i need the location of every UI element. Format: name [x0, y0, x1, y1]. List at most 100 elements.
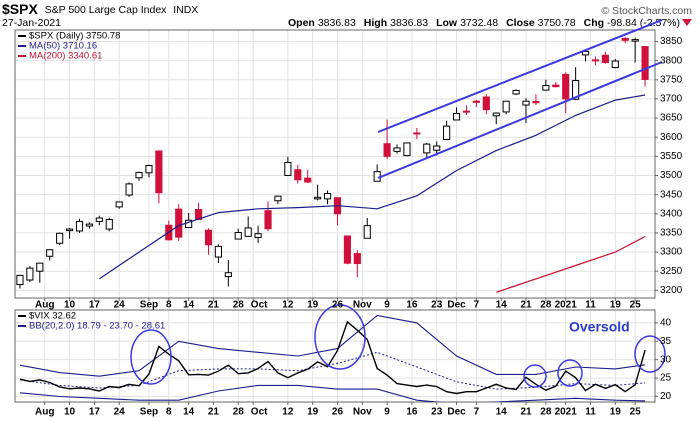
candle-body — [65, 228, 74, 232]
x-tick-label: 14 — [496, 407, 508, 418]
price-plot — [16, 37, 649, 293]
x-tick-label: 28 — [540, 300, 552, 311]
x-tick-label: 26 — [332, 300, 344, 311]
candle-body — [254, 233, 262, 239]
quote-value: 3732.48 — [460, 17, 498, 29]
x-tick-label: 19 — [307, 407, 319, 418]
x-tick-label: 14 — [183, 300, 195, 311]
candle-body — [631, 39, 639, 42]
header-line: $SPX S&P 500 Large Cap Index INDX — [2, 1, 198, 17]
x-tick-label: 17 — [89, 300, 101, 311]
highlight-circle — [130, 329, 172, 385]
candle-body — [522, 100, 530, 106]
candle-body — [562, 73, 570, 100]
y-tick-label: 25 — [660, 373, 672, 384]
candle-body — [155, 150, 163, 194]
x-tick-label: 12 — [282, 407, 294, 418]
x-tick-label: 21 — [520, 300, 532, 311]
candle-body — [423, 143, 431, 154]
x-tick-label: 14 — [496, 300, 508, 311]
candle-body — [145, 165, 153, 174]
candle-body — [75, 220, 84, 232]
candle-body — [85, 223, 93, 227]
candle-body — [323, 192, 332, 200]
candle-body — [611, 60, 619, 69]
y-tick-label: 3500 — [660, 170, 683, 181]
x-tick-label: 25 — [630, 407, 642, 418]
candle-body — [532, 101, 540, 104]
candle-body — [502, 100, 510, 113]
candle-body — [26, 267, 34, 281]
x-tick-label: Nov — [353, 300, 372, 311]
candle-body — [46, 249, 54, 257]
moving-average — [496, 235, 646, 293]
legend-label: $SPX (Daily) 3750.78 — [29, 31, 120, 42]
x-tick-label: Aug — [35, 300, 54, 311]
x-tick-label: 12 — [282, 300, 294, 311]
highlight-circle — [314, 304, 366, 370]
y-tick-label: 40 — [660, 318, 672, 329]
y-tick-label: 3300 — [660, 247, 683, 258]
y-tick-label: 30 — [660, 354, 672, 365]
x-tick-label: 21 — [208, 300, 220, 311]
grid-layer — [15, 30, 655, 402]
y-tick-label: 3600 — [660, 132, 683, 143]
x-tick-label: Sep — [140, 407, 158, 418]
y-tick-label: 3700 — [660, 94, 683, 105]
candle-body — [125, 183, 133, 196]
y-tick-label: 3450 — [660, 189, 683, 200]
x-tick-label: 10 — [64, 407, 76, 418]
x-tick-label: 9 — [384, 407, 390, 418]
x-tick-label: Dec — [447, 407, 466, 418]
x-tick-label: Aug — [35, 407, 54, 418]
vix-panel — [14, 309, 656, 403]
quote-label: Chg — [584, 17, 604, 29]
x-tick-label: 19 — [610, 300, 622, 311]
candle-body — [294, 169, 302, 181]
candle-body — [175, 208, 183, 238]
x-tick-label: 28 — [233, 300, 245, 311]
y-tick-label: 3200 — [660, 285, 683, 296]
candle-body — [403, 142, 411, 157]
x-tick-label: 11 — [585, 407, 596, 418]
x-tick-label: 2021 — [555, 300, 578, 311]
y-tick-label: 3650 — [660, 113, 683, 124]
candle-body — [601, 54, 609, 64]
candle-body — [115, 201, 123, 208]
candle-body — [433, 145, 441, 151]
x-tick-label: 2021 — [555, 407, 578, 418]
index-name: S&P 500 Large Cap Index — [45, 4, 168, 16]
candle-body — [482, 96, 490, 111]
quote-label: Low — [436, 17, 458, 29]
band-lower — [19, 384, 646, 402]
quote-label: Close — [506, 17, 535, 29]
x-tick-label: Nov — [353, 407, 372, 418]
candle-body — [244, 227, 252, 237]
source: © StockCharts.com — [601, 5, 692, 17]
y-tick-label: 3800 — [660, 55, 683, 66]
legend-label: BB(20,2.0) 18.79 - 23.70 - 28.61 — [29, 321, 165, 332]
candle-body — [393, 147, 401, 152]
candle-body — [542, 85, 550, 91]
x-tick-label: 23 — [431, 300, 443, 311]
band-middle — [19, 351, 646, 390]
legend-label: $VIX 32.62 — [29, 311, 76, 322]
candle-body — [641, 46, 649, 80]
x-tick-label: 16 — [406, 300, 418, 311]
annotation: Oversold — [569, 319, 630, 335]
x-tick-label: 28 — [233, 407, 245, 418]
down-arrow — [682, 19, 692, 26]
x-tick-label: 24 — [114, 407, 126, 418]
candle-body — [304, 177, 312, 183]
quote-value: 3750.78 — [538, 17, 576, 29]
candle-body — [16, 274, 24, 286]
x-tick-label: 24 — [114, 300, 126, 311]
candle-body — [512, 89, 520, 95]
quote-value: 3836.83 — [390, 17, 428, 29]
candle-body — [552, 84, 560, 88]
channel-upper — [377, 19, 663, 133]
x-tick-label: Oct — [251, 300, 268, 311]
price-panel — [14, 29, 656, 299]
candle-body — [621, 37, 629, 41]
